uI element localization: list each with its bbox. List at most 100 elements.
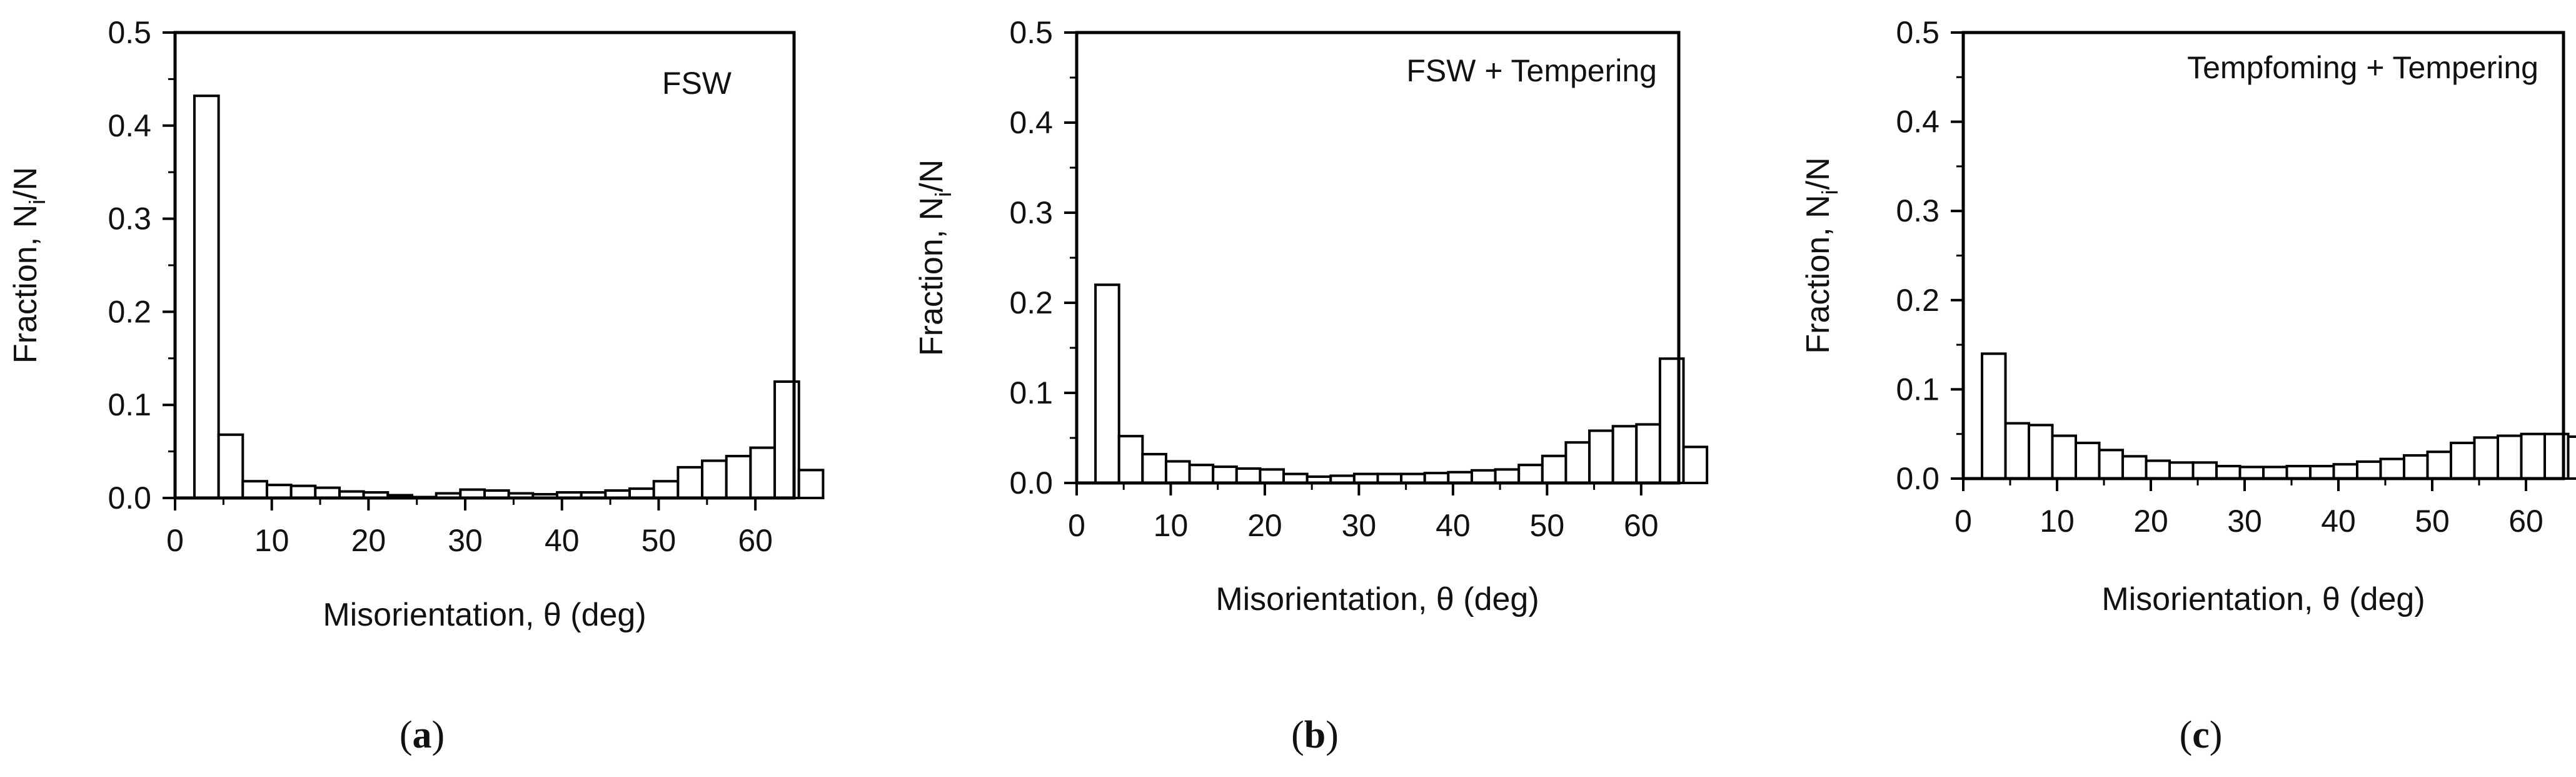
panel-b-bar xyxy=(1564,441,1591,485)
panel-b-x-tick-label: 50 xyxy=(1530,508,1565,543)
panel-c-bar xyxy=(2075,441,2101,480)
panel-b-bar xyxy=(1141,452,1167,484)
panel-b-bar xyxy=(1447,470,1473,484)
panel-c-bar xyxy=(2145,459,2171,480)
panel-c-bar xyxy=(2426,450,2452,480)
panel-c-bar xyxy=(2356,460,2382,480)
panel-c-bar xyxy=(2379,457,2405,480)
panel-b-y-tick-label: 0.0 xyxy=(1009,465,1053,500)
panel-b-bar xyxy=(1541,454,1567,484)
panel-c-bar xyxy=(1981,352,2007,480)
panel-a-bar xyxy=(289,484,317,500)
panel-a-caption: (a) xyxy=(400,714,445,756)
panel-c-bar xyxy=(2520,432,2546,480)
panel-c-bar xyxy=(2121,455,2148,480)
panel-a-bar xyxy=(725,455,752,499)
panel-b-y-tick-label: 0.5 xyxy=(1009,15,1053,50)
panel-c-bar xyxy=(2567,435,2576,480)
panel-a-x-tick-label: 10 xyxy=(254,523,289,558)
panel-c-y-tick-label: 0.3 xyxy=(1896,193,1940,228)
panel-a-bar xyxy=(193,94,220,499)
panel-a-y-tick-label: 0.3 xyxy=(108,201,151,236)
panel-c-y-axis-label: Fraction, Ni/N xyxy=(1800,157,1843,353)
panel-a-y-tick-label: 0.4 xyxy=(108,108,151,143)
panel-b-bar xyxy=(1517,464,1544,485)
panel-a-y-tick-label: 0.1 xyxy=(108,387,151,422)
panel-c-x-tick-label: 30 xyxy=(2227,504,2262,539)
panel-c-y-tick-label: 0.1 xyxy=(1896,372,1940,407)
panel-b-annotation: FSW + Tempering xyxy=(1406,53,1657,88)
panel-c-bar xyxy=(2332,463,2358,480)
panel-c-bar xyxy=(2051,434,2077,480)
panel-b-bar xyxy=(1188,464,1215,485)
panel-b-bar xyxy=(1588,429,1614,484)
panel-b-y-tick-label: 0.2 xyxy=(1009,285,1053,320)
panel-b-x-tick-label: 20 xyxy=(1247,508,1282,543)
panel-b-x-tick-label: 0 xyxy=(1068,508,1085,543)
panel-b-x-tick-label: 30 xyxy=(1342,508,1377,543)
panel-c-y-tick-label: 0.0 xyxy=(1896,461,1940,496)
panel-c-y-tick-label: 0.2 xyxy=(1896,283,1940,318)
panel-a-x-tick-label: 60 xyxy=(738,523,773,558)
panel-c-y-tick-label: 0.4 xyxy=(1896,104,1940,140)
panel-c-bar xyxy=(2004,422,2030,480)
panel-a-bar xyxy=(797,469,825,499)
panel-a-x-tick-label: 50 xyxy=(641,523,677,558)
panel-a-bar xyxy=(677,465,704,499)
panel-b-x-axis-label: Misorientation, θ (deg) xyxy=(1215,581,1539,617)
panel-c-bar xyxy=(2497,434,2523,480)
panel-a-y-axis-label: Fraction, Ni/N xyxy=(8,167,50,363)
panel-c-bar xyxy=(2473,436,2499,480)
panel-a-frame xyxy=(173,31,796,500)
panel-c-bar xyxy=(2168,461,2195,480)
panel-a-annotation: FSW xyxy=(662,66,732,101)
panel-b-frame xyxy=(1075,31,1681,485)
panel-a-bar xyxy=(241,480,268,500)
panel-a-bar xyxy=(217,433,244,499)
panel-c-bar xyxy=(2262,465,2288,480)
panel-b-bar xyxy=(1682,445,1709,485)
panel-c-y-tick-label: 0.5 xyxy=(1896,15,1940,50)
panel-b-bar xyxy=(1635,423,1661,485)
panel-a-x-axis-label: Misorientation, θ (deg) xyxy=(323,597,646,633)
panel-a-y-tick-label: 0.2 xyxy=(108,294,151,329)
panel-a-bar xyxy=(701,459,728,499)
panel-b-x-tick-label: 60 xyxy=(1624,508,1659,543)
panel-c-x-tick-label: 20 xyxy=(2133,504,2168,539)
panel-b-y-tick-label: 0.3 xyxy=(1009,195,1053,230)
panel-b-bar xyxy=(1470,469,1497,485)
panel-c-x-tick-label: 40 xyxy=(2321,504,2356,539)
panel-c-x-axis-label: Misorientation, θ (deg) xyxy=(2101,581,2425,617)
panel-c-bar xyxy=(2450,441,2476,480)
panel-a-bar xyxy=(265,484,293,500)
panel-b-bar xyxy=(1235,467,1262,485)
panel-b-bar xyxy=(1164,460,1191,485)
panel-a-bar xyxy=(652,480,680,500)
panel-a-x-tick-label: 0 xyxy=(166,523,184,558)
panel-b-x-tick-label: 40 xyxy=(1436,508,1471,543)
panel-c-bar xyxy=(2238,465,2265,480)
panel-c-x-tick-label: 10 xyxy=(2040,504,2075,539)
panel-a-x-tick-label: 20 xyxy=(351,523,386,558)
panel-c-annotation: Tempfoming + Tempering xyxy=(2187,50,2538,85)
panel-c-bar xyxy=(2028,424,2054,480)
panel-b-bar xyxy=(1259,468,1285,485)
panel-c-bar xyxy=(2098,449,2124,480)
panel-c-bar xyxy=(2215,465,2241,480)
panel-b-y-axis-label: Fraction, Ni/N xyxy=(913,160,956,356)
panel-c-x-tick-label: 60 xyxy=(2508,504,2543,539)
panel-b-x-tick-label: 10 xyxy=(1154,508,1189,543)
panel-a-y-tick-label: 0.5 xyxy=(108,15,151,50)
panel-a-y-tick-label: 0.0 xyxy=(108,480,151,515)
panel-c-bar xyxy=(2309,465,2335,480)
panel-c-bar xyxy=(2403,454,2429,480)
panel-b-bar xyxy=(1117,435,1144,484)
panel-c-bar xyxy=(2191,461,2218,480)
panel-c-bar xyxy=(2285,465,2312,480)
panel-a-bar xyxy=(749,446,777,500)
panel-c-x-tick-label: 0 xyxy=(1955,504,1972,539)
panel-b-bar xyxy=(1212,465,1238,485)
panel-a-x-tick-label: 40 xyxy=(545,523,580,558)
panel-b-y-tick-label: 0.4 xyxy=(1009,105,1053,140)
